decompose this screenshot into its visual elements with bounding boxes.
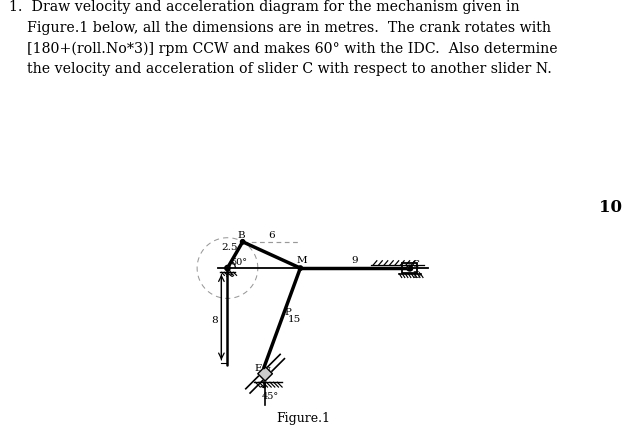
Text: N: N — [261, 367, 270, 376]
Text: M: M — [296, 257, 307, 265]
Text: 9: 9 — [351, 256, 358, 265]
Text: 6: 6 — [268, 231, 274, 239]
Text: 45°: 45° — [262, 392, 279, 401]
Circle shape — [298, 266, 302, 270]
Circle shape — [225, 266, 230, 270]
Text: 15: 15 — [288, 314, 301, 324]
Polygon shape — [258, 366, 273, 381]
Text: 1.  Draw velocity and acceleration diagram for the mechanism given in
    Figure: 1. Draw velocity and acceleration diagra… — [9, 0, 558, 76]
Text: 2.5: 2.5 — [221, 244, 237, 252]
Text: B: B — [238, 231, 245, 240]
Text: P: P — [285, 308, 292, 318]
Text: E: E — [254, 364, 262, 373]
Circle shape — [407, 265, 412, 271]
Text: 60°: 60° — [230, 257, 247, 267]
Bar — [403, 263, 417, 273]
Text: D: D — [413, 271, 421, 280]
Circle shape — [240, 240, 245, 244]
Text: A: A — [225, 270, 232, 279]
Text: Figure.1: Figure.1 — [276, 412, 331, 425]
Text: 10: 10 — [599, 199, 622, 216]
Text: C: C — [411, 260, 420, 269]
Text: 8: 8 — [211, 316, 218, 325]
